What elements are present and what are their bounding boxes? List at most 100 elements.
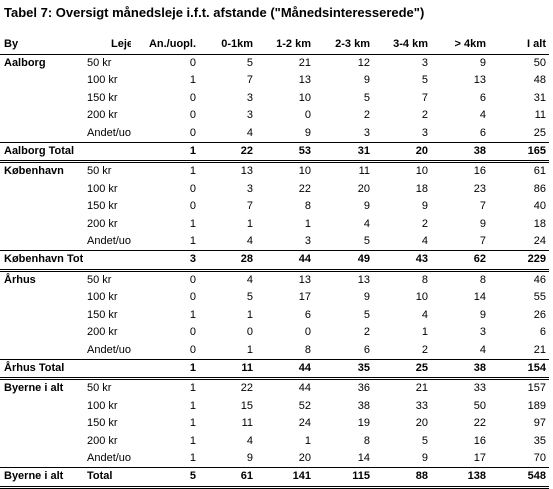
rent-label: 100 kr xyxy=(87,399,118,412)
total-label-secondary: Total xyxy=(83,467,131,489)
cell-1-2km: 13 xyxy=(298,74,311,87)
rent-label: 100 kr xyxy=(87,74,118,87)
table-row: 100 kr 0 5 17 9 10 14 55 xyxy=(0,289,549,306)
cell-unknown: 0 xyxy=(189,343,196,356)
cell-0-1km: 1 xyxy=(246,343,253,356)
cell-1-2km: 8 xyxy=(304,200,311,213)
cell-1-2km: 8 xyxy=(304,343,311,356)
city-cell xyxy=(0,125,83,143)
city-cell xyxy=(0,107,83,124)
cell-total: 61 xyxy=(533,165,546,178)
cell-total: 35 xyxy=(533,434,546,447)
cell-1-2km: 44 xyxy=(298,382,311,395)
cell-over-4km: 9 xyxy=(479,308,486,321)
header-1-2km: 1-2 km xyxy=(256,36,314,55)
page-title: Tabel 7: Oversigt månedsleje i.f.t. afst… xyxy=(4,5,425,20)
cell-over-4km: 7 xyxy=(479,200,486,213)
cell-total: 55 xyxy=(533,291,546,304)
cell-3-4km: 3 xyxy=(421,57,428,69)
total-cell-0-1km: 11 xyxy=(199,358,256,381)
cell-total: 70 xyxy=(533,451,546,464)
total-cell-3-4km: 20 xyxy=(373,142,431,164)
cell-3-4km: 20 xyxy=(415,417,428,430)
total-cell-over-4km: 138 xyxy=(431,467,489,489)
cell-3-4km: 2 xyxy=(421,343,428,356)
cell-1-2km: 1 xyxy=(304,434,311,447)
cell-3-4km: 4 xyxy=(421,235,428,248)
cell-over-4km: 9 xyxy=(479,217,486,230)
total-label: Aalborg Total xyxy=(0,142,83,164)
cell-0-1km: 0 xyxy=(246,326,253,339)
city-label: Byerne i alt xyxy=(4,382,64,395)
rent-label: 100 kr xyxy=(87,182,118,195)
cell-total: 26 xyxy=(533,308,546,321)
cell-unknown: 0 xyxy=(189,91,196,104)
total-cell-0-1km: 61 xyxy=(199,467,256,489)
total-cell-2-3km: 49 xyxy=(314,250,373,272)
rent-label: Andet/uo xyxy=(87,126,131,139)
cell-unknown: 0 xyxy=(189,200,196,213)
cell-2-3km: 8 xyxy=(363,434,370,447)
rent-label: 50 kr xyxy=(87,382,112,395)
cell-0-1km: 9 xyxy=(246,451,253,464)
cell-total: 24 xyxy=(533,235,546,248)
cell-over-4km: 9 xyxy=(479,57,486,69)
cell-2-3km: 13 xyxy=(357,273,370,286)
cell-over-4km: 17 xyxy=(473,451,486,464)
rent-label: 50 kr xyxy=(87,57,112,69)
cell-3-4km: 5 xyxy=(421,434,428,447)
header-row: By Leje An./uopl. 0-1km 1-2 km 2-3 km 3-… xyxy=(0,36,549,55)
cell-0-1km: 3 xyxy=(246,91,253,104)
city-cell xyxy=(0,324,83,341)
table-row: Byerne i alt 50 kr 1 22 44 36 21 33 157 xyxy=(0,379,549,398)
cell-0-1km: 7 xyxy=(246,74,253,87)
table-row: Andet/uo 0 4 9 3 3 6 25 xyxy=(0,125,549,143)
total-cell-total: 154 xyxy=(489,358,549,381)
cell-2-3km: 5 xyxy=(363,235,370,248)
cell-unknown: 0 xyxy=(189,182,196,195)
cell-total: 40 xyxy=(533,200,546,213)
table-row: Andet/uo 0 1 8 6 2 4 21 xyxy=(0,342,549,360)
cell-1-2km: 9 xyxy=(304,126,311,139)
total-label-secondary xyxy=(83,142,131,164)
cell-3-4km: 2 xyxy=(421,217,428,230)
header-unknown: An./uopl. xyxy=(131,36,199,55)
cell-1-2km: 1 xyxy=(304,217,311,230)
header-3-4km: 3-4 km xyxy=(373,36,431,55)
cell-0-1km: 3 xyxy=(246,182,253,195)
total-cell-1-2km: 44 xyxy=(256,250,314,272)
cell-2-3km: 9 xyxy=(363,74,370,87)
city-cell xyxy=(0,216,83,233)
header-by: By xyxy=(0,36,83,55)
cell-3-4km: 4 xyxy=(421,308,428,321)
cell-1-2km: 52 xyxy=(298,399,311,412)
cell-total: 18 xyxy=(533,217,546,230)
total-cell-over-4km: 38 xyxy=(431,142,489,164)
cell-3-4km: 7 xyxy=(421,91,428,104)
cell-2-3km: 9 xyxy=(363,200,370,213)
table-row: 100 kr 1 15 52 38 33 50 189 xyxy=(0,398,549,415)
cell-0-1km: 4 xyxy=(246,273,253,286)
total-cell-total: 229 xyxy=(489,250,549,272)
cell-1-2km: 24 xyxy=(298,417,311,430)
cell-1-2km: 0 xyxy=(304,326,311,339)
total-label-secondary xyxy=(83,250,131,272)
cell-unknown: 0 xyxy=(189,291,196,304)
cell-unknown: 1 xyxy=(189,382,196,395)
cell-0-1km: 4 xyxy=(246,434,253,447)
total-cell-1-2km: 53 xyxy=(256,142,314,164)
total-cell-total: 165 xyxy=(489,142,549,164)
cell-0-1km: 4 xyxy=(246,126,253,139)
cell-unknown: 1 xyxy=(189,417,196,430)
cell-total: 86 xyxy=(533,182,546,195)
cell-total: 6 xyxy=(539,326,546,339)
cell-3-4km: 33 xyxy=(415,399,428,412)
city-cell xyxy=(0,72,83,89)
cell-over-4km: 8 xyxy=(479,273,486,286)
cell-0-1km: 15 xyxy=(240,399,253,412)
total-cell-3-4km: 25 xyxy=(373,358,431,381)
total-label: Århus Total xyxy=(0,358,83,381)
cell-total: 50 xyxy=(533,57,546,69)
total-label: Byerne i alt xyxy=(0,467,83,489)
cell-0-1km: 13 xyxy=(240,165,253,178)
